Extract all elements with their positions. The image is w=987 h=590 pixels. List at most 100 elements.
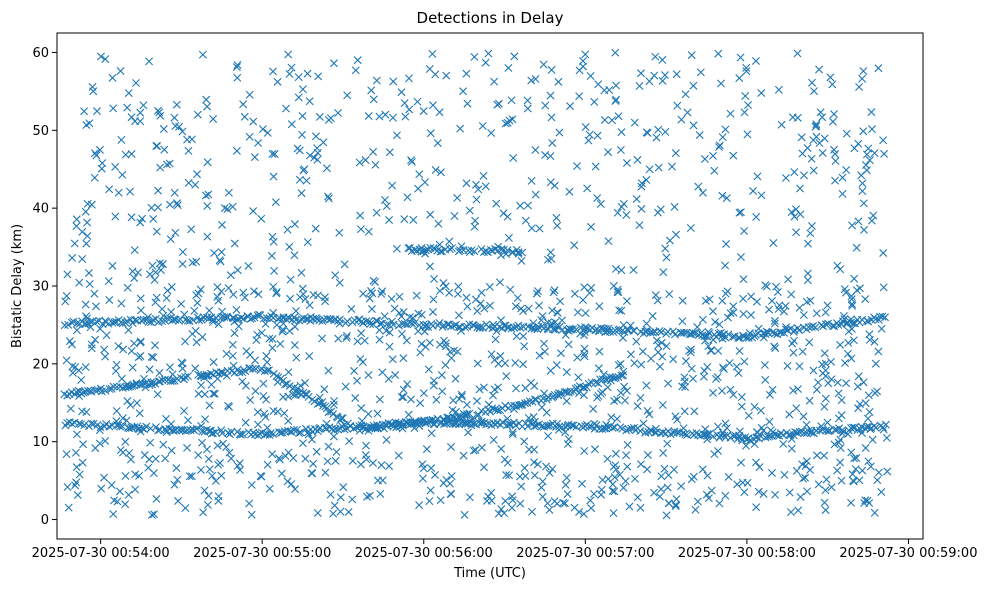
data-point-marker	[799, 412, 808, 421]
data-point-marker	[779, 439, 788, 448]
data-point-marker	[186, 426, 195, 435]
data-point-marker	[473, 307, 482, 316]
data-point-marker	[64, 320, 73, 329]
data-point-marker	[636, 503, 645, 512]
data-point-marker	[100, 473, 109, 482]
data-point-marker	[833, 466, 842, 475]
data-point-marker	[865, 156, 874, 165]
data-point-marker	[497, 316, 506, 325]
data-point-marker	[128, 381, 137, 390]
data-point-marker	[743, 478, 752, 487]
data-point-marker	[670, 202, 679, 211]
data-point-marker	[654, 125, 663, 134]
data-point-marker	[165, 200, 174, 209]
data-point-marker	[239, 314, 248, 323]
data-point-marker	[539, 339, 548, 348]
data-point-marker	[461, 419, 470, 428]
data-point-marker	[404, 410, 413, 419]
data-point-marker	[548, 464, 557, 473]
data-point-marker	[792, 466, 801, 475]
data-point-marker	[105, 422, 114, 431]
data-point-marker	[685, 346, 694, 355]
data-point-marker	[689, 374, 698, 383]
data-point-marker	[636, 393, 645, 402]
data-point-marker	[803, 276, 812, 285]
data-point-marker	[209, 358, 218, 367]
data-point-marker	[345, 437, 354, 446]
data-point-marker	[544, 421, 553, 430]
data-point-marker	[520, 464, 529, 473]
data-point-marker	[611, 449, 620, 458]
data-point-marker	[858, 74, 867, 83]
data-point-marker	[578, 296, 587, 305]
data-point-marker	[735, 208, 744, 217]
data-point-marker	[121, 471, 130, 480]
data-point-marker	[128, 363, 137, 372]
data-point-marker	[802, 297, 811, 306]
data-point-marker	[709, 388, 718, 397]
data-point-marker	[859, 199, 868, 208]
data-point-marker	[879, 425, 888, 434]
data-point-marker	[740, 227, 749, 236]
data-point-marker	[145, 455, 154, 464]
data-point-marker	[610, 473, 619, 482]
data-point-marker	[114, 188, 123, 197]
data-point-marker	[121, 500, 130, 509]
data-point-marker	[311, 224, 320, 233]
data-point-marker	[487, 488, 496, 497]
data-point-marker	[253, 311, 262, 320]
data-point-marker	[655, 362, 664, 371]
data-point-marker	[211, 428, 220, 437]
data-point-marker	[381, 110, 390, 119]
data-point-marker	[259, 392, 268, 400]
data-point-marker	[501, 496, 510, 505]
data-point-marker	[450, 212, 459, 220]
data-point-marker	[517, 400, 525, 409]
data-point-marker	[350, 316, 359, 325]
data-point-marker	[296, 428, 305, 437]
data-point-marker	[291, 485, 300, 494]
data-point-marker	[399, 393, 408, 402]
data-point-marker	[495, 278, 504, 287]
data-point-marker	[73, 491, 82, 500]
data-point-marker	[507, 503, 516, 512]
data-point-marker	[630, 474, 639, 483]
data-point-marker	[792, 404, 801, 413]
data-point-marker	[771, 344, 780, 353]
data-point-marker	[439, 279, 448, 288]
data-point-marker	[512, 384, 521, 393]
data-point-marker	[324, 194, 333, 203]
data-point-marker	[479, 383, 488, 392]
data-point-marker	[191, 326, 200, 335]
data-point-marker	[124, 423, 132, 432]
data-point-marker	[204, 190, 213, 199]
data-point-marker	[573, 353, 582, 362]
data-point-marker	[833, 378, 842, 387]
data-point-marker	[604, 148, 613, 157]
data-point-marker	[517, 256, 526, 265]
data-point-marker	[858, 179, 867, 188]
data-point-marker	[773, 288, 782, 297]
data-point-marker	[510, 52, 519, 61]
data-point-marker	[765, 305, 774, 314]
data-point-marker	[153, 390, 162, 399]
data-point-marker	[336, 493, 345, 502]
data-point-marker	[855, 476, 864, 485]
data-point-marker	[342, 333, 351, 342]
data-point-marker	[184, 146, 193, 155]
data-point-marker	[520, 342, 529, 351]
data-point-marker	[618, 333, 627, 342]
data-point-marker	[652, 133, 661, 142]
data-point-marker	[743, 130, 752, 139]
data-point-marker	[643, 128, 652, 137]
data-point-marker	[848, 423, 857, 432]
data-point-marker	[295, 429, 304, 438]
data-point-marker	[704, 342, 713, 351]
data-point-marker	[447, 244, 456, 253]
data-point-marker	[553, 308, 562, 317]
data-point-marker	[609, 509, 618, 518]
data-point-marker	[507, 96, 516, 105]
data-point-marker	[532, 289, 541, 298]
